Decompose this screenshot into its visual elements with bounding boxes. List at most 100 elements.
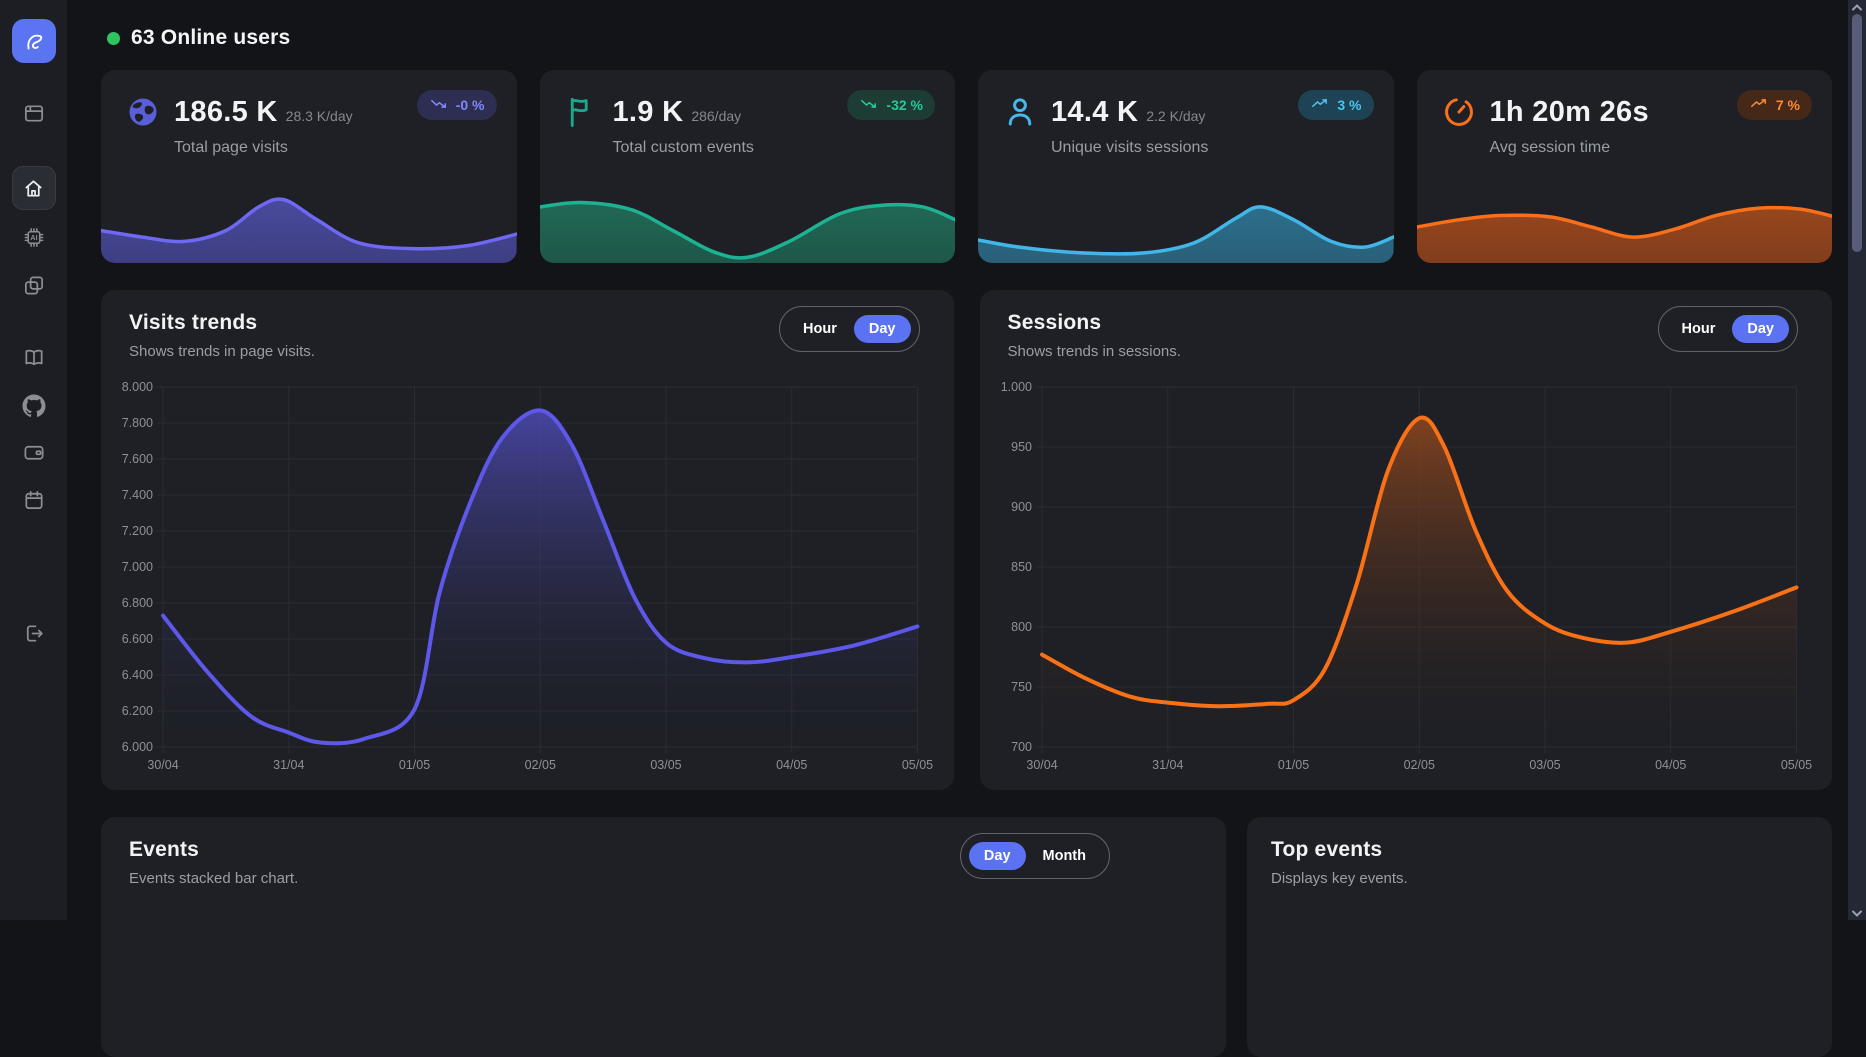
unique-visits-sparkline — [978, 185, 1394, 263]
trend-badge: -0 % — [417, 90, 497, 120]
github-icon — [22, 394, 46, 418]
events-interval-toggle: Day Month — [960, 833, 1110, 879]
app-logo[interactable] — [12, 19, 56, 63]
panel-subtitle: Displays key events. — [1271, 870, 1408, 887]
sidebar-item-home[interactable] — [12, 166, 56, 210]
stat-per-day: 28.3 K/day — [286, 100, 353, 124]
toggle-option-day[interactable]: Day — [969, 842, 1026, 870]
svg-text:30/04: 30/04 — [147, 758, 178, 772]
svg-text:05/05: 05/05 — [1780, 758, 1811, 772]
stat-per-day: 2.2 K/day — [1146, 100, 1205, 124]
toggle-option-hour[interactable]: Hour — [788, 315, 852, 343]
sidebar-item-logout[interactable] — [22, 622, 45, 645]
main-content: 63 Online users 186.5 K 28.3 K/day Total… — [67, 0, 1848, 920]
browser-window-icon — [22, 102, 45, 125]
svg-text:6.400: 6.400 — [122, 668, 153, 682]
stat-label: Total page visits — [101, 130, 517, 157]
panel-subtitle: Shows trends in sessions. — [1008, 343, 1181, 360]
svg-text:03/05: 03/05 — [650, 758, 681, 772]
online-users-text: 63 Online users — [131, 26, 290, 50]
svg-text:850: 850 — [1011, 560, 1032, 574]
scrollbar-thumb[interactable] — [1852, 14, 1862, 252]
calendar-icon — [22, 489, 45, 512]
svg-text:02/05: 02/05 — [1403, 758, 1434, 772]
sidebar-item-ai[interactable]: AI — [22, 226, 45, 249]
sidebar-item-wallet[interactable] — [22, 441, 45, 464]
sidebar: AI — [0, 0, 67, 920]
svg-text:950: 950 — [1011, 440, 1032, 454]
panel-title: Sessions — [1008, 311, 1181, 335]
toggle-option-day[interactable]: Day — [1732, 315, 1789, 343]
analytics-logo-icon — [21, 28, 47, 54]
svg-text:02/05: 02/05 — [525, 758, 556, 772]
panel-title: Events — [129, 838, 298, 862]
stat-cards-row: 186.5 K 28.3 K/day Total page visits -0 … — [101, 70, 1832, 263]
svg-text:8.000: 8.000 — [122, 380, 153, 394]
copy-pages-icon — [22, 274, 45, 297]
stat-label: Total custom events — [540, 130, 956, 157]
ai-chip-icon: AI — [22, 226, 45, 249]
svg-text:7.800: 7.800 — [122, 416, 153, 430]
panel-subtitle: Events stacked bar chart. — [129, 870, 298, 887]
stat-card-session-time: 1h 20m 26s Avg session time 7 % — [1417, 70, 1833, 263]
sidebar-item-calendar[interactable] — [22, 489, 45, 512]
sidebar-item-copy[interactable] — [22, 274, 45, 297]
svg-text:AI: AI — [30, 234, 37, 242]
visits-interval-toggle: Hour Day — [779, 306, 919, 352]
scroll-up-arrow[interactable] — [1848, 0, 1866, 14]
events-panel: Events Events stacked bar chart. Day Mon… — [101, 817, 1226, 1057]
scroll-down-arrow[interactable] — [1848, 906, 1866, 920]
trend-badge-text: 3 % — [1337, 97, 1361, 113]
svg-text:03/05: 03/05 — [1529, 758, 1560, 772]
page-scrollbar — [1848, 0, 1866, 920]
stat-card-unique-visits: 14.4 K 2.2 K/day Unique visits sessions … — [978, 70, 1394, 263]
toggle-option-hour[interactable]: Hour — [1667, 315, 1731, 343]
svg-text:7.400: 7.400 — [122, 488, 153, 502]
trend-badge-text: -0 % — [456, 97, 485, 113]
top-events-panel: Top events Displays key events. — [1247, 817, 1832, 1057]
svg-text:800: 800 — [1011, 620, 1032, 634]
panel-title: Visits trends — [129, 311, 315, 335]
custom-events-sparkline — [540, 185, 956, 263]
toggle-option-month[interactable]: Month — [1028, 842, 1101, 870]
trend-up-icon — [1310, 94, 1329, 116]
svg-text:04/05: 04/05 — [776, 758, 807, 772]
sidebar-item-browser[interactable] — [22, 102, 45, 125]
panel-subtitle: Shows trends in page visits. — [129, 343, 315, 360]
online-status-dot — [107, 32, 120, 45]
svg-text:30/04: 30/04 — [1026, 758, 1057, 772]
trend-badge: -32 % — [847, 90, 935, 120]
home-icon — [22, 177, 45, 200]
trend-down-icon — [429, 94, 448, 116]
svg-text:6.200: 6.200 — [122, 704, 153, 718]
sidebar-item-docs[interactable] — [22, 346, 45, 369]
svg-text:7.000: 7.000 — [122, 560, 153, 574]
session-time-sparkline — [1417, 185, 1833, 263]
svg-text:6.800: 6.800 — [122, 596, 153, 610]
logout-icon — [22, 622, 45, 645]
svg-text:01/05: 01/05 — [399, 758, 430, 772]
stat-label: Avg session time — [1417, 130, 1833, 157]
trend-badge-text: -32 % — [886, 97, 923, 113]
svg-text:04/05: 04/05 — [1655, 758, 1686, 772]
stat-per-day: 286/day — [691, 100, 741, 124]
stat-value: 186.5 K — [174, 96, 278, 129]
toggle-option-day[interactable]: Day — [854, 315, 911, 343]
trend-badge: 3 % — [1298, 90, 1373, 120]
trend-badge-text: 7 % — [1776, 97, 1800, 113]
globe-icon — [125, 94, 161, 130]
stat-label: Unique visits sessions — [978, 130, 1394, 157]
person-icon — [1002, 94, 1038, 130]
trend-down-icon — [859, 94, 878, 116]
svg-text:7.200: 7.200 — [122, 524, 153, 538]
sidebar-item-github[interactable] — [22, 394, 46, 418]
stat-card-page-visits: 186.5 K 28.3 K/day Total page visits -0 … — [101, 70, 517, 263]
svg-text:1.000: 1.000 — [1000, 380, 1031, 394]
online-users-header: 63 Online users — [107, 26, 1832, 50]
wallet-icon — [22, 441, 45, 464]
sessions-interval-toggle: Hour Day — [1658, 306, 1798, 352]
